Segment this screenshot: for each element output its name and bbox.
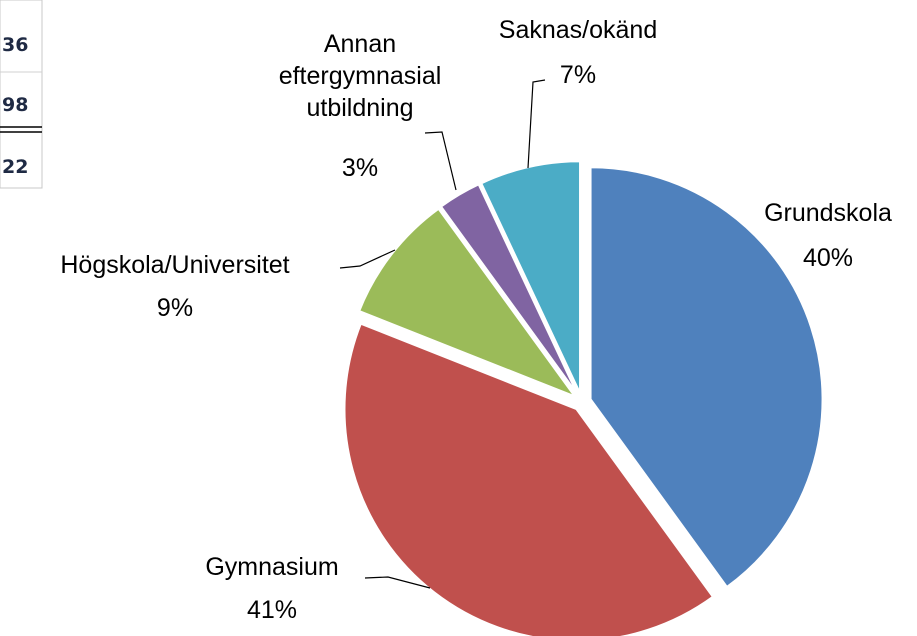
pie-slice: [357, 207, 578, 399]
leader-line: [527, 79, 546, 169]
slice-value-label: 9%: [156, 294, 194, 322]
table-panel: [0, 0, 43, 189]
slice-label: Grundskola: [764, 199, 892, 227]
pie-slice: [479, 160, 582, 394]
pie-slice: [589, 166, 824, 589]
slice-label: Saknas/okänd: [498, 16, 658, 44]
leader-line: [339, 249, 396, 269]
slice-value-label: 3%: [341, 154, 379, 182]
table-cell: 36: [2, 34, 29, 56]
table-cell: 98: [2, 94, 29, 116]
pie-slice: [439, 183, 579, 395]
slice-label: Högskola/Universitet: [60, 251, 290, 279]
leader-line: [364, 576, 431, 589]
slice-value-label: 40%: [802, 244, 854, 272]
leader-lines: [339, 79, 546, 589]
pie-slice: [343, 322, 715, 636]
table-cell: 22: [2, 156, 29, 178]
slice-label: Annan eftergymnasial utbildning: [278, 30, 442, 122]
slice-value-label: 7%: [559, 61, 597, 89]
slice-label: Gymnasium: [205, 553, 339, 581]
slice-value-label: 41%: [246, 596, 298, 624]
leader-line: [424, 131, 457, 191]
